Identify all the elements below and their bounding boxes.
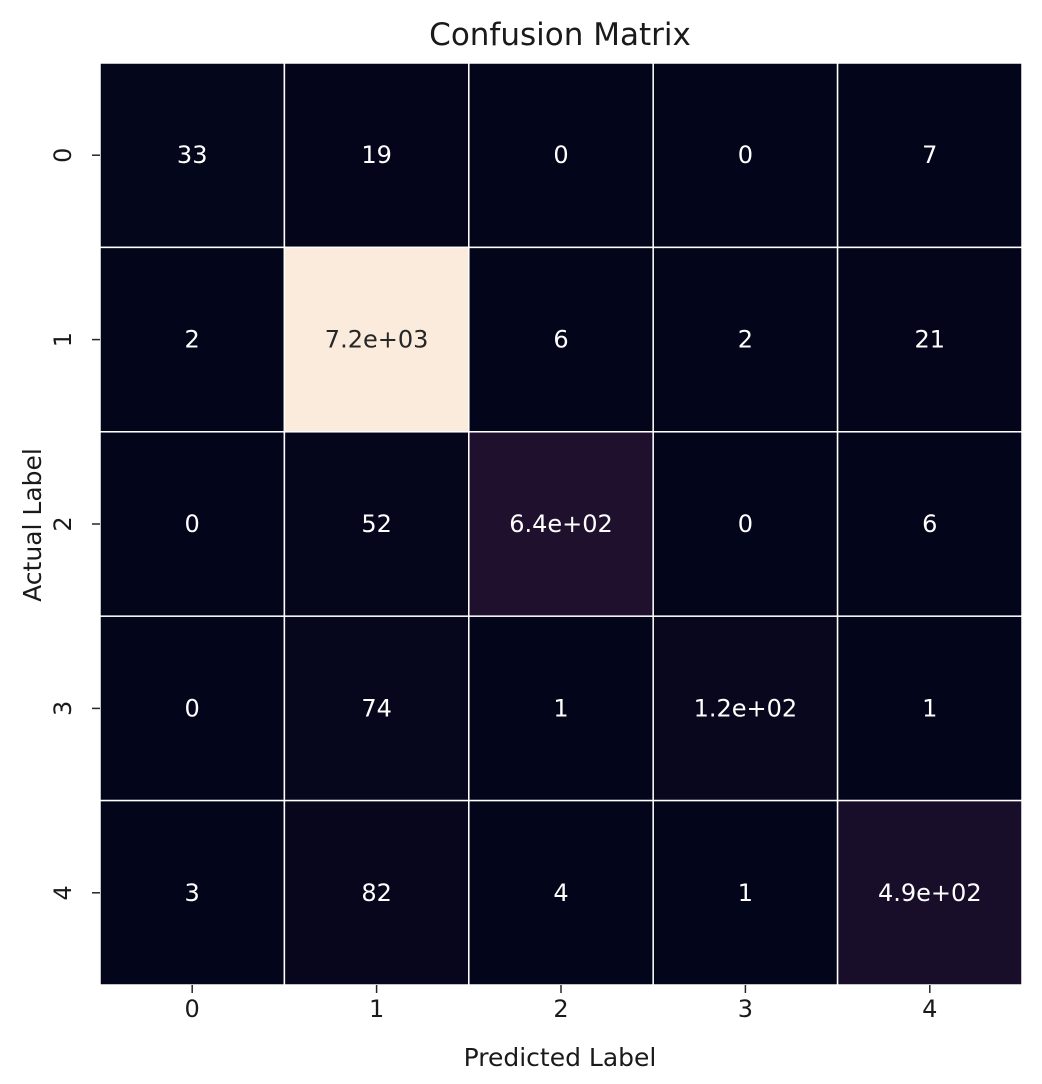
cell-value-label-0-4: 7 (922, 141, 937, 169)
cell-value-label-3-3: 1.2e+02 (694, 694, 798, 722)
heatmap-cell-2-4 (836, 431, 1023, 617)
y-axis-label: Actual Label (18, 448, 47, 602)
heatmap-cell-3-4 (836, 615, 1023, 802)
x-tick-label-0: 0 (185, 995, 200, 1023)
cell-value-label-0-2: 0 (553, 141, 568, 169)
heatmap-cell-1-2 (468, 246, 654, 433)
heatmap-cell-2-1 (283, 431, 470, 617)
chart-title: Confusion Matrix (429, 17, 691, 53)
cell-value-label-1-0: 2 (185, 326, 200, 354)
heatmap-cell-2-2 (468, 431, 654, 617)
cell-value-label-0-0: 33 (177, 141, 208, 169)
heatmap-cell-1-0 (99, 246, 286, 433)
cell-value-label-3-1: 74 (361, 694, 392, 722)
heatmap-cell-3-3 (652, 615, 839, 802)
cell-value-label-1-4: 21 (915, 326, 946, 354)
cell-value-label-0-1: 19 (361, 141, 392, 169)
cell-value-label-1-1: 7.2e+03 (325, 326, 429, 354)
heatmap-cell-0-0 (99, 62, 286, 249)
cell-value-label-4-4: 4.9e+02 (878, 879, 982, 907)
cell-value-label-3-0: 0 (185, 694, 200, 722)
cell-value-label-0-3: 0 (738, 141, 753, 169)
heatmap-cell-4-1 (283, 799, 470, 986)
heatmap-cell-1-4 (836, 246, 1023, 433)
heatmap-cell-3-1 (283, 615, 470, 802)
heatmap-cell-4-2 (468, 799, 654, 986)
cell-value-label-4-1: 82 (361, 879, 392, 907)
cell-value-label-2-1: 52 (361, 510, 392, 538)
heatmap-cell-3-2 (468, 615, 654, 802)
cell-value-label-3-4: 1 (922, 694, 937, 722)
cell-value-label-3-2: 1 (553, 694, 568, 722)
x-tick-label-1: 1 (369, 995, 384, 1023)
y-tick-label-3: 3 (49, 701, 77, 716)
x-tick-label-4: 4 (922, 995, 937, 1023)
cell-value-label-2-0: 0 (185, 510, 200, 538)
heatmap-cell-0-4 (836, 62, 1023, 249)
heatmap-cell-0-3 (652, 62, 839, 249)
axis-ticks: 0 1 2 3 4 0 1 2 3 4 (49, 148, 937, 1023)
cell-value-label-2-3: 0 (738, 510, 753, 538)
heatmap-cell-0-2 (468, 62, 654, 249)
cell-value-label-2-2: 6.4e+02 (509, 510, 613, 538)
cell-value-label-2-4: 6 (922, 510, 937, 538)
heatmap-cell-0-1 (283, 62, 470, 249)
heatmap-cells: 33 19 0 0 7 2 7.2e+03 6 2 21 0 52 6.4e+02 0 6 0 74 1 1.2e+… (99, 62, 1023, 986)
x-axis-label: Predicted Label (464, 1043, 657, 1072)
y-tick-label-4: 4 (49, 885, 77, 900)
x-tick-label-3: 3 (738, 995, 753, 1023)
y-tick-label-2: 2 (49, 516, 77, 531)
heatmap-cell-4-4 (836, 799, 1023, 986)
cell-value-label-1-2: 6 (553, 326, 568, 354)
y-tick-label-1: 1 (49, 332, 77, 347)
cell-value-label-4-2: 4 (553, 879, 568, 907)
heatmap-cell-4-0 (99, 799, 286, 986)
cell-value-label-4-3: 1 (738, 879, 753, 907)
y-tick-label-0: 0 (49, 148, 77, 163)
cell-value-label-1-3: 2 (738, 326, 753, 354)
cell-value-label-4-0: 3 (185, 879, 200, 907)
x-tick-label-2: 2 (553, 995, 568, 1023)
heatmap-cell-2-3 (652, 431, 839, 617)
